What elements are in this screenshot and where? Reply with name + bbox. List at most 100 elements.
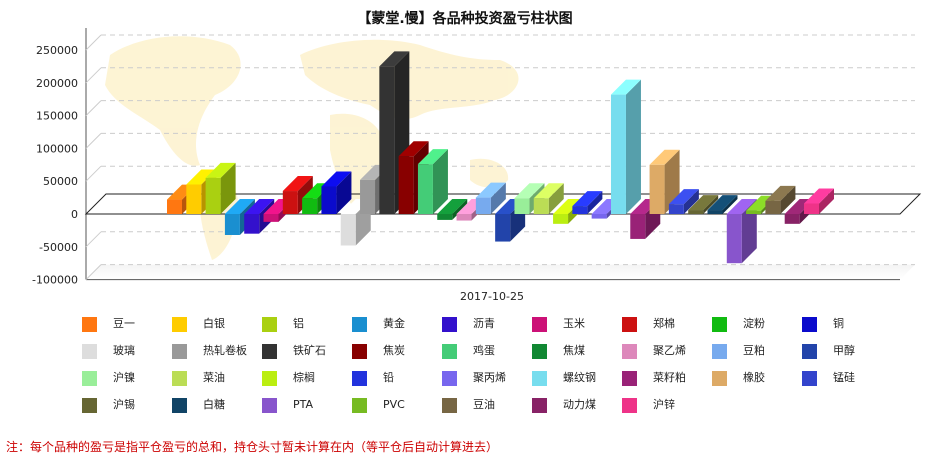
legend-label: 豆油 — [473, 398, 495, 411]
chart-title: 【蒙堂.慢】各品种投资盈亏柱状图 — [357, 10, 572, 27]
legend-item: 棕榈 — [262, 370, 315, 386]
legend-item: 甲醇 — [802, 343, 855, 359]
legend-swatch — [622, 397, 637, 413]
legend-label: 橡胶 — [743, 371, 765, 384]
legend-swatch — [532, 316, 547, 332]
legend-swatch — [802, 343, 817, 359]
legend-swatch — [262, 316, 277, 332]
y-tick-label: 50000 — [43, 175, 78, 188]
bar — [688, 195, 719, 214]
legend-swatch — [172, 370, 187, 386]
legend-swatch — [712, 370, 727, 386]
legend-label: 白银 — [203, 317, 225, 330]
legend-label: 沪锌 — [653, 398, 675, 411]
legend-item: 聚丙烯 — [442, 370, 506, 386]
legend-label: 菜籽粕 — [653, 371, 686, 384]
legend-label: 聚乙烯 — [653, 344, 686, 357]
legend-label: 甲醇 — [833, 344, 855, 357]
legend-item: 沪锌 — [622, 397, 675, 413]
bar — [282, 176, 313, 214]
legend-label: 豆一 — [113, 317, 135, 330]
legend-swatch — [712, 316, 727, 332]
legend-label: 玻璃 — [113, 344, 135, 357]
legend-item: 锰硅 — [802, 370, 855, 386]
legend-item: 白糖 — [172, 397, 225, 413]
y-axis: 250000 200000 150000 100000 50000 0 -50000 -100… — [32, 44, 78, 287]
legend-item: 菜油 — [172, 370, 225, 386]
legend-item: 豆一 — [82, 316, 135, 332]
x-tick-label: 2017-10-25 — [460, 290, 524, 303]
legend-item: 焦煤 — [532, 343, 585, 359]
y-tick-label: 200000 — [36, 77, 78, 90]
legend-swatch — [622, 343, 637, 359]
bar — [205, 162, 236, 214]
legend-item: 淀粉 — [712, 316, 765, 332]
legend-label: 玉米 — [563, 317, 585, 330]
y-tick-label: -100000 — [32, 274, 78, 287]
bar — [533, 183, 564, 214]
legend-swatch — [82, 397, 97, 413]
legend-label: 鸡蛋 — [473, 344, 495, 357]
legend-item: 聚乙烯 — [622, 343, 686, 359]
legend-swatch — [532, 397, 547, 413]
legend-label: 动力煤 — [563, 398, 596, 411]
bar — [437, 199, 468, 220]
legend-label: 黄金 — [383, 317, 405, 330]
legend-swatch — [262, 343, 277, 359]
world-map-watermark — [105, 36, 519, 260]
legend-item: 热轧卷板 — [172, 343, 247, 359]
legend-label: 锰硅 — [833, 371, 855, 384]
legend-item: 鸡蛋 — [442, 343, 495, 359]
legend-label: 棕榈 — [293, 371, 315, 384]
legend-item: 豆粕 — [712, 343, 765, 359]
legend-item: 铁矿石 — [262, 343, 326, 359]
legend-label: 白糖 — [203, 398, 225, 411]
legend-label: 淀粉 — [743, 317, 765, 330]
legend-item: 白银 — [172, 316, 225, 332]
legend-label: 聚丙烯 — [473, 371, 506, 384]
legend-swatch — [352, 370, 367, 386]
legend-item: 沪镍 — [82, 370, 135, 386]
legend-swatch — [262, 370, 277, 386]
legend-swatch — [172, 343, 187, 359]
legend-item: PTA — [262, 397, 313, 413]
y-tick-label: 150000 — [36, 110, 78, 123]
y-tick-label: 250000 — [36, 44, 78, 57]
footer-note: 注：每个品种的盈亏是指平仓盈亏的总和，持仓头寸暂未计算在内（等平仓后自动计算进去… — [6, 440, 499, 454]
legend-swatch — [442, 316, 457, 332]
legend-item: 玻璃 — [82, 343, 135, 359]
legend-swatch — [262, 397, 277, 413]
legend-label: 铅 — [383, 371, 394, 384]
legend-swatch — [442, 397, 457, 413]
legend-swatch — [802, 316, 817, 332]
legend-label: 沥青 — [473, 317, 495, 330]
bar — [765, 185, 796, 214]
legend-label: 焦煤 — [563, 344, 585, 357]
legend-item: 铜 — [802, 316, 844, 332]
legend-swatch — [352, 397, 367, 413]
legend-item: 铅 — [352, 370, 394, 386]
legend-label: PTA — [293, 398, 314, 411]
legend-swatch — [82, 316, 97, 332]
legend-swatch — [802, 370, 817, 386]
legend-item: 郑棉 — [622, 316, 675, 332]
legend-item: PVC — [352, 397, 405, 413]
bar — [804, 188, 834, 214]
legend-label: 铁矿石 — [293, 344, 326, 357]
legend-item: 玉米 — [532, 316, 585, 332]
y-tick-label: 0 — [71, 208, 78, 221]
legend-swatch — [352, 316, 367, 332]
legend-label: 螺纹钢 — [563, 371, 596, 384]
legend-swatch — [82, 343, 97, 359]
bar — [707, 195, 738, 214]
legend-label: 菜油 — [203, 371, 225, 384]
legend-swatch — [172, 316, 187, 332]
legend-label: 郑棉 — [653, 317, 675, 330]
legend-swatch — [82, 370, 97, 386]
legend-item: 沪锡 — [82, 397, 135, 413]
legend-swatch — [532, 370, 547, 386]
legend-label: 沪锡 — [113, 398, 135, 411]
legend-swatch — [622, 370, 637, 386]
bar — [417, 149, 448, 214]
